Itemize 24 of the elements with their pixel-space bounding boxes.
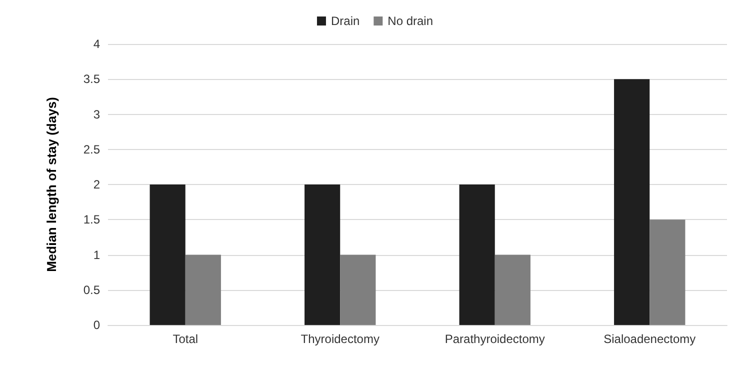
x-tick-label: Thyroidectomy xyxy=(300,332,380,346)
y-tick-label: 1.5 xyxy=(83,212,100,227)
bar xyxy=(650,220,686,325)
bar xyxy=(304,184,340,325)
y-tick-label: 2.5 xyxy=(83,142,100,156)
x-tick-label: Sialoadenectomy xyxy=(604,332,696,346)
legend-label: Drain xyxy=(330,14,360,28)
y-tick-label: 0.5 xyxy=(83,282,100,297)
legend-label: No drain xyxy=(388,14,434,28)
y-tick-label: 0 xyxy=(93,318,100,332)
y-tick-label: 1 xyxy=(93,248,100,262)
bar xyxy=(494,254,530,325)
bar xyxy=(340,254,376,325)
bar xyxy=(185,254,221,325)
bar xyxy=(459,184,495,325)
y-tick-label: 3.5 xyxy=(83,72,100,86)
y-axis-title: Median length of stay (days) xyxy=(44,97,59,272)
bar xyxy=(614,79,650,325)
y-tick-label: 4 xyxy=(93,37,100,51)
x-tick-label: Total xyxy=(172,332,198,346)
y-tick-label: 2 xyxy=(93,178,100,192)
y-tick-label: 3 xyxy=(93,107,100,122)
x-tick-label: Parathyroidectomy xyxy=(444,332,545,346)
bar xyxy=(150,184,186,325)
